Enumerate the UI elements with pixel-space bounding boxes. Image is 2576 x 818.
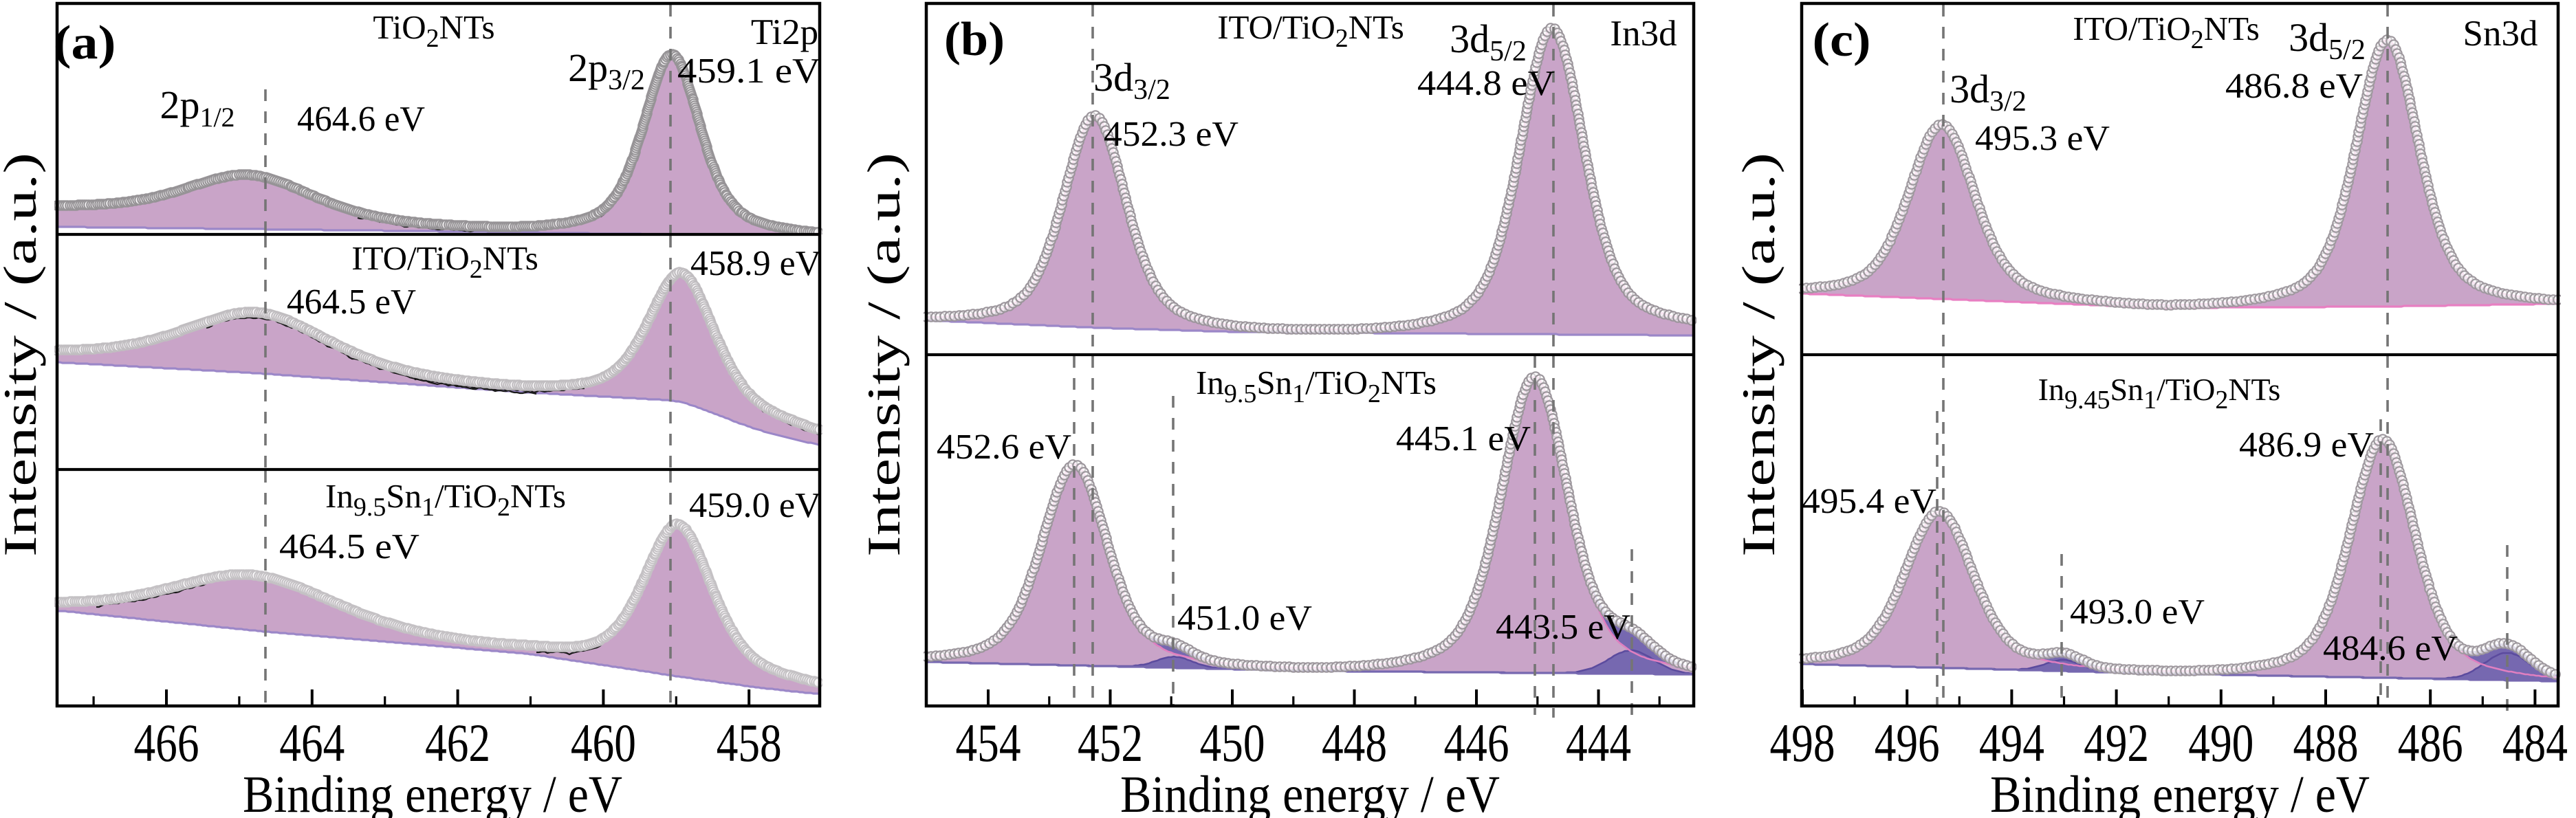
svg-text:448: 448 bbox=[1322, 713, 1387, 773]
svg-text:450: 450 bbox=[1200, 713, 1265, 773]
svg-text:464.5 eV: 464.5 eV bbox=[287, 283, 416, 322]
svg-text:484: 484 bbox=[2502, 713, 2568, 773]
svg-text:Binding energy / eV: Binding energy / eV bbox=[1990, 766, 2370, 818]
svg-text:Ti2p: Ti2p bbox=[751, 12, 818, 52]
svg-text:464.5 eV: 464.5 eV bbox=[279, 527, 419, 566]
svg-text:494: 494 bbox=[1979, 713, 2044, 773]
svg-text:446: 446 bbox=[1444, 713, 1509, 773]
svg-text:Intensity / (a.u.): Intensity / (a.u.) bbox=[858, 153, 910, 557]
svg-text:464.6 eV: 464.6 eV bbox=[297, 100, 425, 139]
svg-text:3d5/2​: 3d5/2​ bbox=[2289, 15, 2366, 66]
svg-text:(b): (b) bbox=[944, 13, 1005, 66]
svg-text:In9.5​Sn1​/TiO2​NTs: In9.5​Sn1​/TiO2​NTs bbox=[1196, 364, 1437, 408]
svg-text:464: 464 bbox=[279, 713, 345, 773]
svg-text:3d5/2​: 3d5/2​ bbox=[1450, 16, 1527, 67]
svg-text:451.0 eV: 451.0 eV bbox=[1177, 599, 1312, 638]
svg-text:459.0 eV: 459.0 eV bbox=[689, 486, 821, 525]
svg-text:484.6 eV: 484.6 eV bbox=[2323, 629, 2458, 668]
svg-text:443.5 eV: 443.5 eV bbox=[1496, 608, 1630, 647]
svg-text:ITO/TiO2​NTs: ITO/TiO2​NTs bbox=[1217, 8, 1404, 53]
svg-text:459.1 eV: 459.1 eV bbox=[677, 52, 820, 91]
svg-text:452: 452 bbox=[1078, 713, 1143, 773]
svg-text:486.9 eV: 486.9 eV bbox=[2239, 425, 2374, 465]
svg-text:495.4 eV: 495.4 eV bbox=[1802, 482, 1936, 521]
svg-text:(c): (c) bbox=[1813, 14, 1871, 67]
svg-text:Intensity / (a.u.): Intensity / (a.u.) bbox=[1732, 153, 1784, 557]
svg-text:(a): (a) bbox=[54, 16, 116, 69]
svg-text:460: 460 bbox=[571, 713, 636, 773]
svg-text:452.6 eV: 452.6 eV bbox=[937, 428, 1071, 467]
svg-text:495.3 eV: 495.3 eV bbox=[1975, 119, 2110, 158]
svg-text:ITO/TiO2​NTs: ITO/TiO2​NTs bbox=[351, 239, 538, 284]
svg-text:496: 496 bbox=[1875, 713, 1940, 773]
svg-text:458: 458 bbox=[717, 713, 782, 773]
svg-text:In3d: In3d bbox=[1610, 14, 1677, 54]
svg-text:Binding energy / eV: Binding energy / eV bbox=[1120, 766, 1500, 818]
svg-text:Intensity / (a.u.): Intensity / (a.u.) bbox=[0, 153, 46, 557]
svg-text:454: 454 bbox=[956, 713, 1021, 773]
svg-text:490: 490 bbox=[2188, 713, 2253, 773]
svg-text:492: 492 bbox=[2084, 713, 2149, 773]
svg-text:466: 466 bbox=[134, 713, 199, 773]
svg-text:444: 444 bbox=[1566, 713, 1631, 773]
svg-text:Binding energy / eV: Binding energy / eV bbox=[243, 766, 622, 818]
svg-text:444.8 eV: 444.8 eV bbox=[1417, 64, 1555, 103]
svg-text:488: 488 bbox=[2293, 713, 2359, 773]
svg-text:452.3 eV: 452.3 eV bbox=[1104, 115, 1238, 154]
svg-text:462: 462 bbox=[425, 713, 490, 773]
svg-text:493.0 eV: 493.0 eV bbox=[2070, 593, 2205, 632]
svg-text:486.8 eV: 486.8 eV bbox=[2225, 67, 2363, 106]
svg-text:ITO/TiO2​NTs: ITO/TiO2​NTs bbox=[2073, 10, 2260, 54]
svg-text:498: 498 bbox=[1770, 713, 1835, 773]
svg-text:445.1 eV: 445.1 eV bbox=[1396, 419, 1531, 458]
svg-text:486: 486 bbox=[2398, 713, 2463, 773]
svg-text:458.9 eV: 458.9 eV bbox=[690, 244, 821, 283]
svg-text:Sn3d: Sn3d bbox=[2463, 14, 2538, 54]
